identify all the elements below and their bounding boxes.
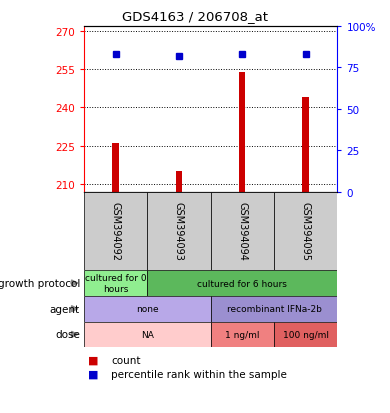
Bar <box>239 73 245 192</box>
Bar <box>84 322 211 347</box>
Bar <box>211 322 274 347</box>
Text: 100 ng/ml: 100 ng/ml <box>283 330 329 339</box>
Text: GSM394093: GSM394093 <box>174 202 184 261</box>
Text: dose: dose <box>55 330 80 339</box>
Text: agent: agent <box>50 304 80 314</box>
Bar <box>176 172 182 192</box>
Text: GDS4163 / 206708_at: GDS4163 / 206708_at <box>122 10 268 23</box>
Text: GSM394092: GSM394092 <box>110 202 121 261</box>
Text: recombinant IFNa-2b: recombinant IFNa-2b <box>227 304 321 313</box>
Bar <box>274 322 337 347</box>
Text: GSM394095: GSM394095 <box>301 202 311 261</box>
Bar <box>112 144 119 192</box>
Text: ■: ■ <box>88 369 98 379</box>
Text: cultured for 0
hours: cultured for 0 hours <box>85 274 146 293</box>
Bar <box>211 296 337 322</box>
Bar <box>147 192 211 271</box>
Bar <box>84 271 147 296</box>
Text: ■: ■ <box>88 355 98 365</box>
Bar <box>147 271 337 296</box>
Bar <box>274 192 337 271</box>
Text: percentile rank within the sample: percentile rank within the sample <box>111 369 287 379</box>
Bar <box>303 98 309 192</box>
Text: growth protocol: growth protocol <box>0 278 80 288</box>
Text: count: count <box>111 355 141 365</box>
Bar <box>211 192 274 271</box>
Text: cultured for 6 hours: cultured for 6 hours <box>197 279 287 288</box>
Text: 1 ng/ml: 1 ng/ml <box>225 330 259 339</box>
Bar <box>84 296 211 322</box>
Bar <box>84 192 147 271</box>
Text: GSM394094: GSM394094 <box>237 202 247 261</box>
Text: NA: NA <box>141 330 154 339</box>
Text: none: none <box>136 304 159 313</box>
